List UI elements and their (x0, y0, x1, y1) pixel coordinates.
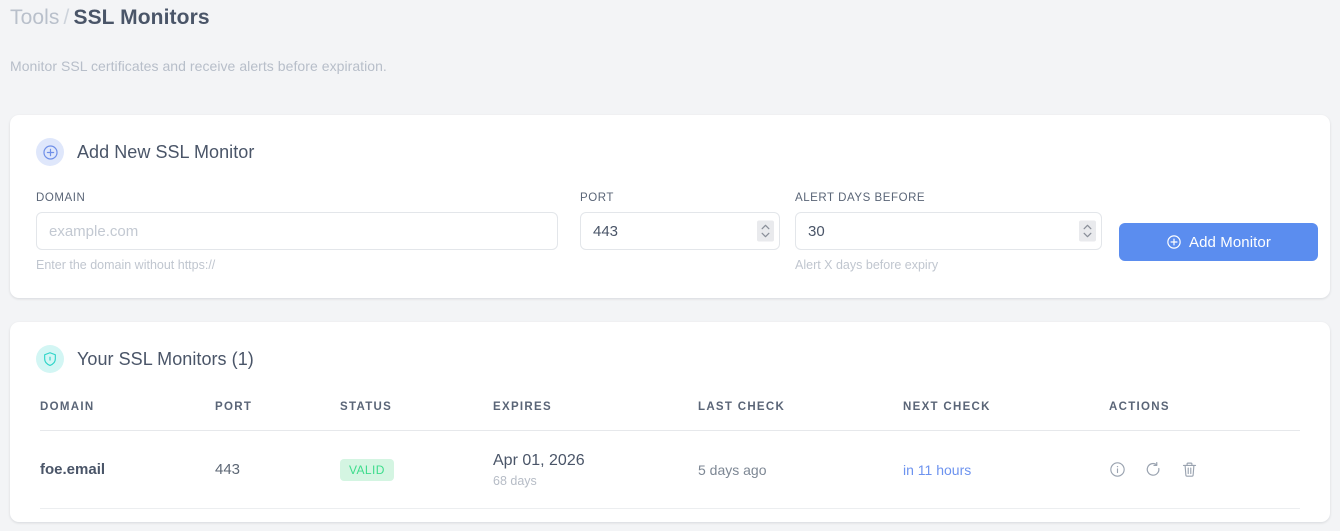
port-stepper[interactable] (757, 220, 774, 242)
cell-status: VALID (340, 430, 493, 509)
page-subtitle: Monitor SSL certificates and receive ale… (10, 58, 387, 74)
delete-button[interactable] (1181, 461, 1198, 478)
column-header-expires: EXPIRES (493, 401, 698, 431)
add-monitor-card: Add New SSL Monitor DOMAIN Enter the dom… (10, 115, 1330, 298)
trash-icon (1182, 462, 1197, 477)
add-monitor-button[interactable]: Add Monitor (1119, 223, 1318, 261)
breadcrumb-separator: / (63, 6, 70, 29)
status-badge: VALID (340, 458, 394, 481)
expires-remaining: 68 days (493, 474, 537, 488)
chevron-down-icon (1083, 232, 1092, 238)
add-monitor-card-title: Add New SSL Monitor (77, 141, 255, 162)
info-icon (1110, 462, 1125, 477)
cell-expires: Apr 01, 2026 68 days (493, 430, 698, 509)
column-header-status: STATUS (340, 401, 493, 431)
monitors-list-card-title: Your SSL Monitors (1) (77, 348, 254, 369)
column-header-last-check: LAST CHECK (698, 401, 903, 431)
info-button[interactable] (1109, 461, 1126, 478)
cell-port: 443 (215, 430, 340, 509)
alert-days-stepper[interactable] (1079, 220, 1096, 242)
alert-days-field-hint: Alert X days before expiry (795, 258, 939, 272)
refresh-button[interactable] (1145, 461, 1162, 478)
port-input-wrapper (580, 212, 780, 250)
column-header-next-check: NEXT CHECK (903, 401, 1109, 431)
port-input[interactable] (580, 212, 780, 250)
domain-field-group: DOMAIN Enter the domain without https:// (36, 192, 558, 272)
table-row[interactable]: foe.email 443 VALID Apr 01, 2026 68 days… (40, 430, 1300, 509)
refresh-icon (1146, 461, 1160, 476)
chevron-up-icon (1083, 224, 1092, 230)
alert-days-input[interactable] (795, 212, 1102, 250)
chevron-up-icon (761, 224, 770, 230)
chevron-down-icon (761, 232, 770, 238)
domain-field-hint: Enter the domain without https:// (36, 258, 216, 272)
cell-last-check: 5 days ago (698, 430, 903, 509)
port-field-group: PORT (580, 192, 780, 250)
monitors-table-body: foe.email 443 VALID Apr 01, 2026 68 days… (40, 430, 1300, 509)
plus-circle-icon (1167, 235, 1181, 249)
domain-input[interactable] (36, 212, 558, 250)
row-actions (1109, 461, 1300, 478)
table-header-row: DOMAIN PORT STATUS EXPIRES LAST CHECK NE… (40, 401, 1300, 431)
cell-next-check[interactable]: in 11 hours (903, 430, 1109, 509)
shield-lock-icon (36, 345, 64, 373)
breadcrumb: Tools / SSL Monitors (10, 6, 210, 30)
add-monitor-card-header: Add New SSL Monitor (10, 115, 1330, 166)
page-title: SSL Monitors (73, 6, 210, 29)
port-field-label: PORT (580, 192, 614, 204)
cell-actions (1109, 430, 1300, 509)
add-monitor-form: DOMAIN Enter the domain without https://… (10, 192, 1330, 282)
plus-circle-icon (36, 138, 64, 166)
add-monitor-button-label: Add Monitor (1189, 233, 1271, 251)
monitors-list-card-header: Your SSL Monitors (1) (10, 322, 1330, 373)
domain-field-label: DOMAIN (36, 192, 86, 204)
monitors-list-card: Your SSL Monitors (1) DOMAIN PORT STATUS… (10, 322, 1330, 522)
column-header-domain: DOMAIN (40, 401, 215, 431)
column-header-actions: ACTIONS (1109, 401, 1300, 431)
breadcrumb-parent[interactable]: Tools (10, 6, 60, 29)
expires-date: Apr 01, 2026 (493, 452, 585, 469)
alert-days-input-wrapper (795, 212, 1102, 250)
monitors-table-head: DOMAIN PORT STATUS EXPIRES LAST CHECK NE… (40, 401, 1300, 431)
column-header-port: PORT (215, 401, 340, 431)
alert-days-field-label: ALERT DAYS BEFORE (795, 192, 926, 204)
cell-domain: foe.email (40, 430, 215, 509)
monitors-table: DOMAIN PORT STATUS EXPIRES LAST CHECK NE… (40, 401, 1300, 509)
alert-days-field-group: ALERT DAYS BEFORE Alert X days before ex… (795, 192, 1102, 272)
monitors-table-wrapper: DOMAIN PORT STATUS EXPIRES LAST CHECK NE… (10, 401, 1330, 509)
